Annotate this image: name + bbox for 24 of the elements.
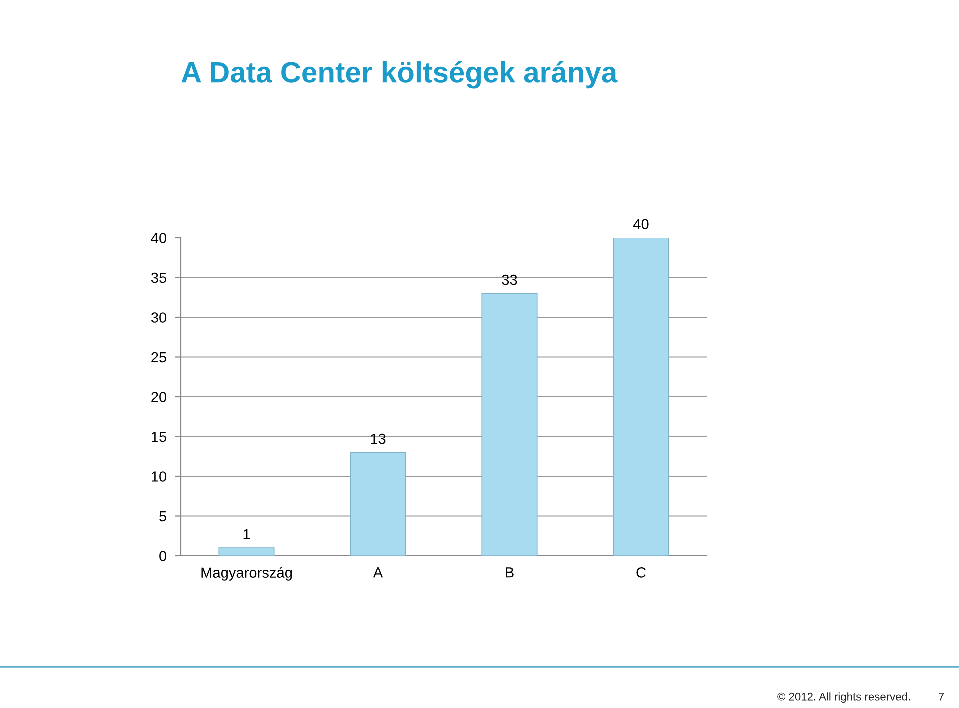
x-tick-label: C [636, 567, 646, 578]
y-tick-label: 25 [152, 352, 166, 363]
x-tick-label: A [373, 568, 384, 578]
x-tick-label: Magyarország [202, 567, 292, 581]
y-tick-label: 5 [160, 512, 166, 522]
y-tick-label: 20 [152, 392, 167, 402]
data-label: 13 [371, 434, 386, 444]
y-tick-label: 40 [151, 233, 167, 244]
text: 7 [939, 693, 944, 701]
bar [482, 293, 538, 556]
y-tick-label: 30 [151, 312, 167, 323]
bar [350, 452, 406, 556]
x-tick-label: B [506, 568, 514, 578]
y-tick-label: 35 [151, 272, 166, 284]
y-tick-label: 10 [152, 472, 167, 482]
text: © 2012. All rights reserved. [778, 692, 910, 703]
data-label: 1 [244, 529, 250, 540]
data-label: 33 [502, 274, 518, 286]
chart-title: A Data Center költségek aránya [182, 61, 618, 89]
y-tick-label: 0 [160, 551, 167, 562]
bar [613, 238, 670, 556]
bar [218, 548, 275, 556]
y-tick-label: 15 [152, 432, 166, 442]
data-label: 40 [633, 219, 649, 230]
